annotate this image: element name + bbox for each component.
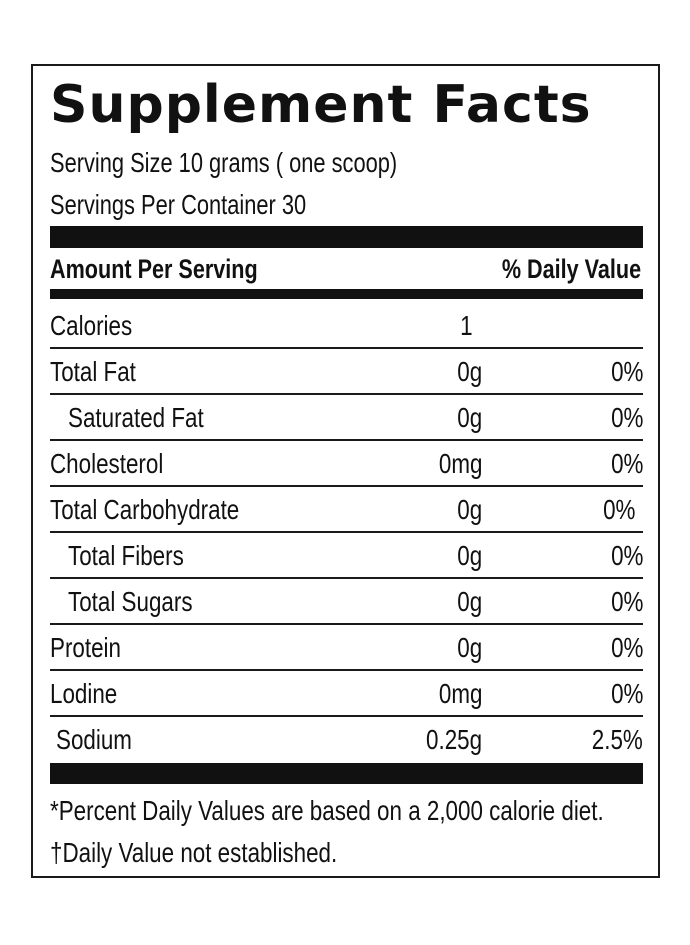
nutrient-name: Total Sugars (68, 586, 193, 617)
nutrient-row-total-fat: Total Fat 0g 0% (50, 349, 643, 395)
nutrient-name: Cholesterol (50, 448, 164, 479)
daily-value-header: % Daily Value (501, 254, 641, 284)
nutrient-daily-value: 0% (610, 402, 643, 433)
nutrient-row-total-sugars: Total Sugars 0g 0% (50, 579, 643, 625)
nutrient-row-total-carbohydrate: Total Carbohydrate 0g 0% (50, 487, 643, 533)
nutrient-row-lodine: Lodine 0mg 0% (50, 671, 643, 717)
nutrient-daily-value: 0% (610, 540, 643, 571)
footnote-percent-daily-values: *Percent Daily Values are based on a 2,0… (50, 795, 604, 826)
nutrient-amount: 0g (457, 632, 482, 663)
nutrient-daily-value: 0% (610, 678, 643, 709)
nutrient-amount: 1 (460, 310, 473, 341)
nutrient-row-protein: Protein 0g 0% (50, 625, 643, 671)
nutrient-row-saturated-fat: Saturated Fat 0g 0% (50, 395, 643, 441)
nutrient-name: Total Fat (50, 356, 136, 387)
footnote-daily-value-not-established: †Daily Value not established. (50, 837, 338, 868)
nutrient-amount: 0g (457, 402, 482, 433)
supplement-facts-panel: Supplement Facts Serving Size 10 grams (… (31, 64, 660, 878)
servings-per-container: Servings Per Container 30 (50, 189, 307, 220)
nutrient-name: Lodine (50, 678, 118, 709)
amount-per-serving-header: Amount Per Serving (50, 254, 258, 284)
nutrient-amount: 0mg (438, 678, 482, 709)
nutrient-daily-value: 0% (610, 356, 643, 387)
nutrient-row-total-fibers: Total Fibers 0g 0% (50, 533, 643, 579)
nutrient-row-cholesterol: Cholesterol 0mg 0% (50, 441, 643, 487)
nutrient-row-calories: Calories 1 (50, 303, 643, 349)
nutrient-amount: 0g (457, 356, 482, 387)
serving-size: Serving Size 10 grams ( one scoop) (50, 147, 398, 178)
nutrient-daily-value: 0% (610, 632, 643, 663)
nutrient-amount: 0mg (438, 448, 482, 479)
nutrient-daily-value: 0% (610, 586, 643, 617)
nutrient-amount: 0g (457, 540, 482, 571)
medium-divider (50, 289, 643, 299)
thick-divider-bottom (50, 763, 643, 784)
nutrient-daily-value: 0% (602, 494, 635, 525)
nutrient-amount: 0g (457, 586, 482, 617)
nutrient-amount: 0g (457, 494, 482, 525)
thick-divider-top (50, 226, 643, 248)
nutrient-amount: 0.25g (425, 724, 482, 755)
label-title: Supplement Facts (50, 75, 592, 135)
nutrient-name: Total Carbohydrate (50, 494, 240, 525)
nutrient-name: Calories (50, 310, 133, 341)
nutrient-name: Protein (50, 632, 121, 663)
nutrient-name: Saturated Fat (68, 402, 204, 433)
nutrient-daily-value: 0% (610, 448, 643, 479)
nutrient-row-sodium: Sodium 0.25g 2.5% (50, 717, 643, 763)
nutrient-name: Sodium (56, 724, 132, 755)
nutrient-daily-value: 2.5% (591, 724, 643, 755)
nutrient-name: Total Fibers (68, 540, 184, 571)
